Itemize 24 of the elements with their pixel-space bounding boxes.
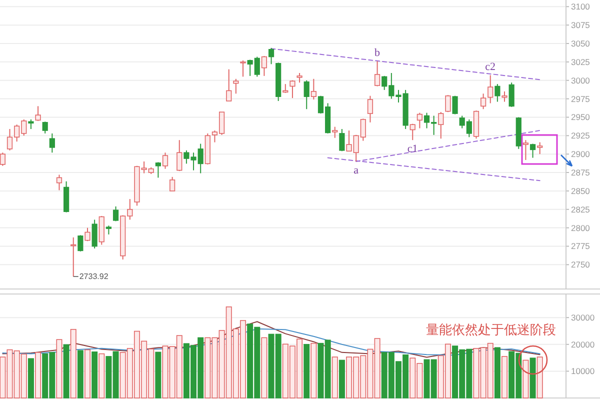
- y-tick-label: 2975: [571, 94, 590, 104]
- annotation: 2733.92: [79, 272, 109, 282]
- y-tick-label: 2800: [571, 222, 590, 233]
- y-tick-label: 20000: [571, 339, 595, 350]
- y-tick-label: 3100: [571, 2, 590, 12]
- annotation: b: [374, 47, 381, 60]
- y-tick-label: 2850: [571, 186, 590, 196]
- y-tick-label: 2950: [571, 112, 590, 122]
- y-tick-label: 2775: [571, 241, 590, 252]
- y-tick-label: 3025: [571, 56, 590, 67]
- y-tick-label: 30000: [571, 312, 595, 323]
- y-tick-label: 2875: [571, 168, 590, 178]
- y-tick-label: 2925: [571, 130, 590, 141]
- y-tick-label: 2825: [571, 204, 590, 214]
- y-tick-label: 3050: [571, 38, 590, 48]
- y-tick-label: 2900: [571, 149, 590, 160]
- y-tick-label: 10000: [571, 366, 595, 376]
- annotation: a: [354, 164, 359, 176]
- annotation: c2: [485, 61, 496, 74]
- y-tick-label: 3075: [571, 20, 590, 30]
- y-tick-label: 3000: [571, 75, 590, 86]
- annotation: 量能依然处于低迷阶段: [426, 323, 556, 338]
- annotation: c1: [407, 143, 418, 156]
- y-tick-label: 2750: [571, 260, 590, 270]
